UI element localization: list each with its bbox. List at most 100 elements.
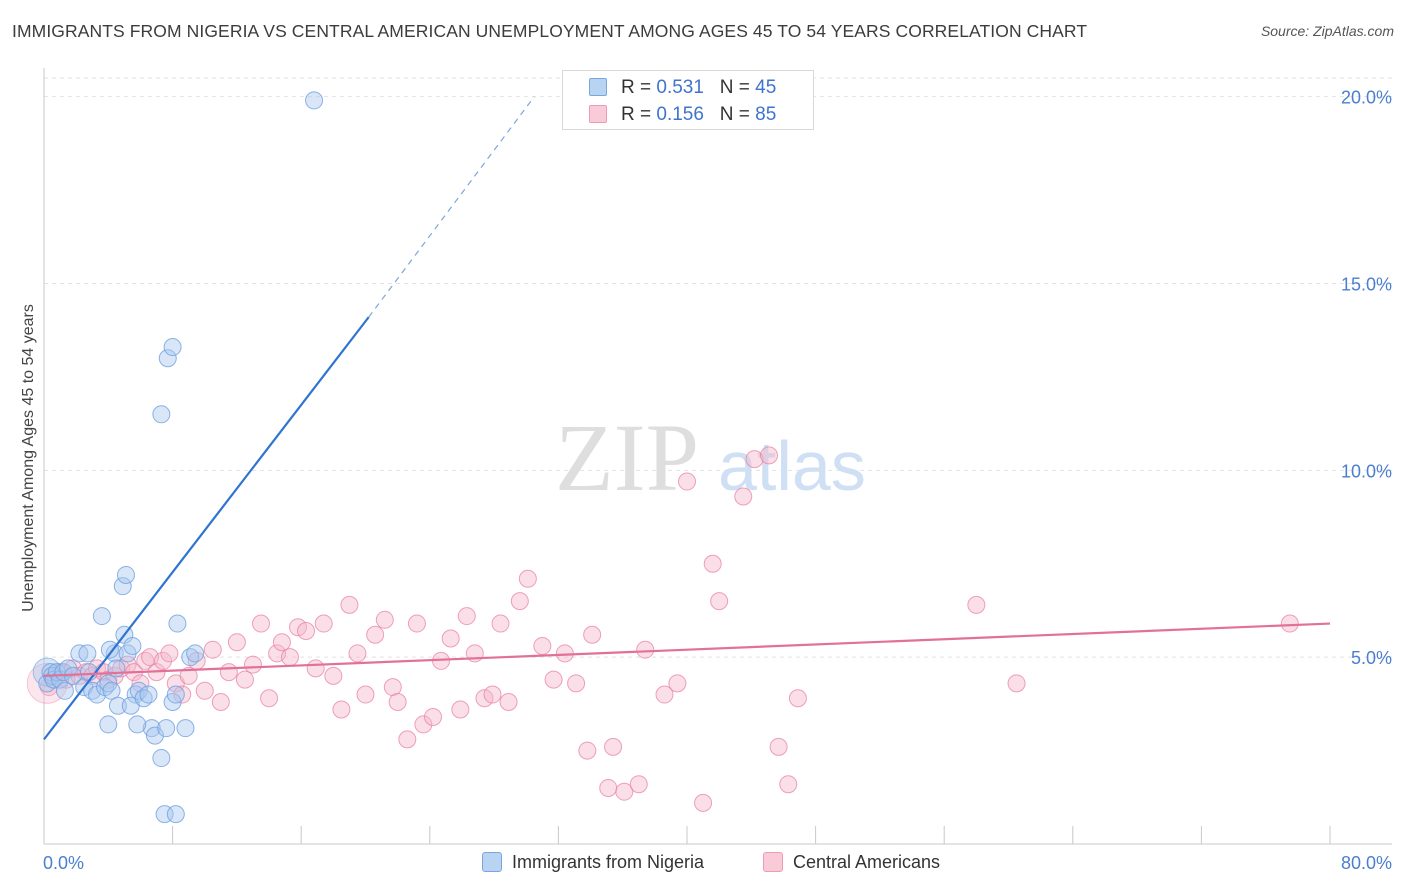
legend-r-label-nigeria: R = — [621, 77, 657, 98]
central-american-point — [235, 670, 254, 689]
central-american-point — [499, 693, 518, 712]
nigeria-point — [158, 349, 177, 368]
central-american-point — [678, 472, 696, 491]
nigeria-point — [163, 338, 182, 357]
central-american-point — [340, 595, 359, 614]
central-american-point — [578, 741, 597, 760]
legend-swatch-nigeria — [589, 78, 607, 96]
central-american-point — [518, 569, 537, 588]
watermark-atlas: atlas — [718, 427, 866, 505]
nigeria-point — [78, 644, 97, 663]
central-american-point — [441, 629, 460, 648]
central-american-point — [533, 636, 552, 655]
central-american-point — [366, 625, 385, 644]
x-tick-label-end: 80.0% — [1341, 853, 1392, 873]
central-american-point — [1280, 614, 1299, 633]
watermark: ZIP atlas — [555, 404, 866, 511]
nigeria-point — [145, 726, 164, 745]
y-tick-label: 15.0% — [1341, 275, 1392, 295]
trend-line-nigeria — [43, 316, 370, 741]
nigeria-point — [166, 685, 185, 704]
legend-n-label-central: N = — [719, 104, 756, 125]
central-american-point — [203, 640, 222, 659]
central-american-point — [280, 648, 299, 667]
central-american-point — [414, 715, 433, 734]
trend-line-nigeria-extension — [368, 96, 535, 318]
series-central-americans — [26, 446, 1299, 812]
nigeria-point — [128, 715, 147, 734]
central-american-point — [636, 640, 655, 659]
central-american-point — [348, 644, 367, 663]
legend-n-label-nigeria: N = — [719, 77, 756, 98]
central-american-point — [483, 685, 502, 704]
central-american-point — [160, 644, 179, 663]
central-american-point — [324, 666, 343, 685]
central-american-point — [407, 614, 426, 633]
bottom-legend-swatch-central-americans — [763, 852, 783, 872]
central-american-point — [710, 592, 729, 611]
central-american-point — [510, 592, 529, 611]
central-american-point — [769, 737, 788, 756]
central-american-point — [779, 775, 798, 794]
series-immigrants-from-nigeria — [32, 91, 324, 824]
nigeria-point — [102, 681, 121, 700]
central-american-point — [252, 614, 271, 633]
central-american-point — [604, 737, 623, 756]
correlation-legend: R = 0.531 N = 45 R = 0.156 N = 85 — [562, 70, 814, 130]
central-american-point — [451, 700, 470, 719]
nigeria-point — [157, 719, 176, 738]
nigeria-point — [100, 640, 119, 659]
bottom-legend-swatch-nigeria — [482, 852, 502, 872]
central-american-point — [745, 450, 764, 469]
central-american-point — [734, 487, 753, 506]
y-tick-label: 5.0% — [1351, 648, 1392, 668]
nigeria-point — [305, 91, 324, 110]
nigeria-point — [152, 749, 171, 768]
central-american-point — [356, 685, 375, 704]
chart-title: IMMIGRANTS FROM NIGERIA VS CENTRAL AMERI… — [12, 21, 1088, 41]
central-american-point — [1007, 674, 1026, 693]
legend-r-value-nigeria: 0.531 — [656, 77, 704, 98]
central-american-point — [260, 689, 279, 708]
central-american-point — [314, 614, 333, 633]
bottom-legend-label-central: Central Americans — [793, 852, 941, 872]
trend-line-central-americans — [43, 622, 1331, 677]
nigeria-point — [168, 614, 187, 633]
central-american-point — [243, 655, 262, 674]
nigeria-point — [99, 715, 118, 734]
y-tick-label: 20.0% — [1341, 88, 1392, 108]
central-american-point — [424, 707, 443, 726]
central-american-point — [544, 670, 563, 689]
x-tick-label-start: 0.0% — [43, 853, 84, 873]
watermark-zip: ZIP — [555, 404, 699, 511]
central-american-point — [219, 663, 238, 682]
central-american-point — [375, 610, 394, 629]
central-american-point — [703, 554, 722, 573]
nigeria-point — [92, 607, 111, 626]
central-american-point — [272, 633, 291, 652]
nigeria-point — [55, 681, 74, 700]
central-american-point — [388, 693, 407, 712]
central-american-point — [694, 793, 713, 812]
legend-n-value-nigeria: 45 — [755, 77, 777, 98]
central-american-point — [179, 666, 198, 685]
central-american-point — [629, 775, 648, 794]
legend-r-label-central: R = — [621, 104, 657, 125]
central-american-point — [173, 685, 192, 704]
nigeria-point — [139, 685, 158, 704]
legend-r-value-central: 0.156 — [656, 104, 704, 125]
nigeria-point — [152, 405, 171, 424]
central-american-point — [153, 651, 172, 670]
axes — [43, 68, 1392, 845]
nigeria-point — [186, 644, 205, 663]
legend-swatch-central-americans — [589, 105, 607, 123]
central-american-point — [195, 681, 214, 700]
nigeria-point — [107, 659, 126, 678]
legend-n-value-central: 85 — [755, 104, 777, 125]
central-american-point — [668, 674, 687, 693]
central-american-point — [457, 607, 476, 626]
central-american-point — [655, 685, 674, 704]
nigeria-point — [166, 805, 185, 824]
trend-lines — [43, 96, 1331, 741]
